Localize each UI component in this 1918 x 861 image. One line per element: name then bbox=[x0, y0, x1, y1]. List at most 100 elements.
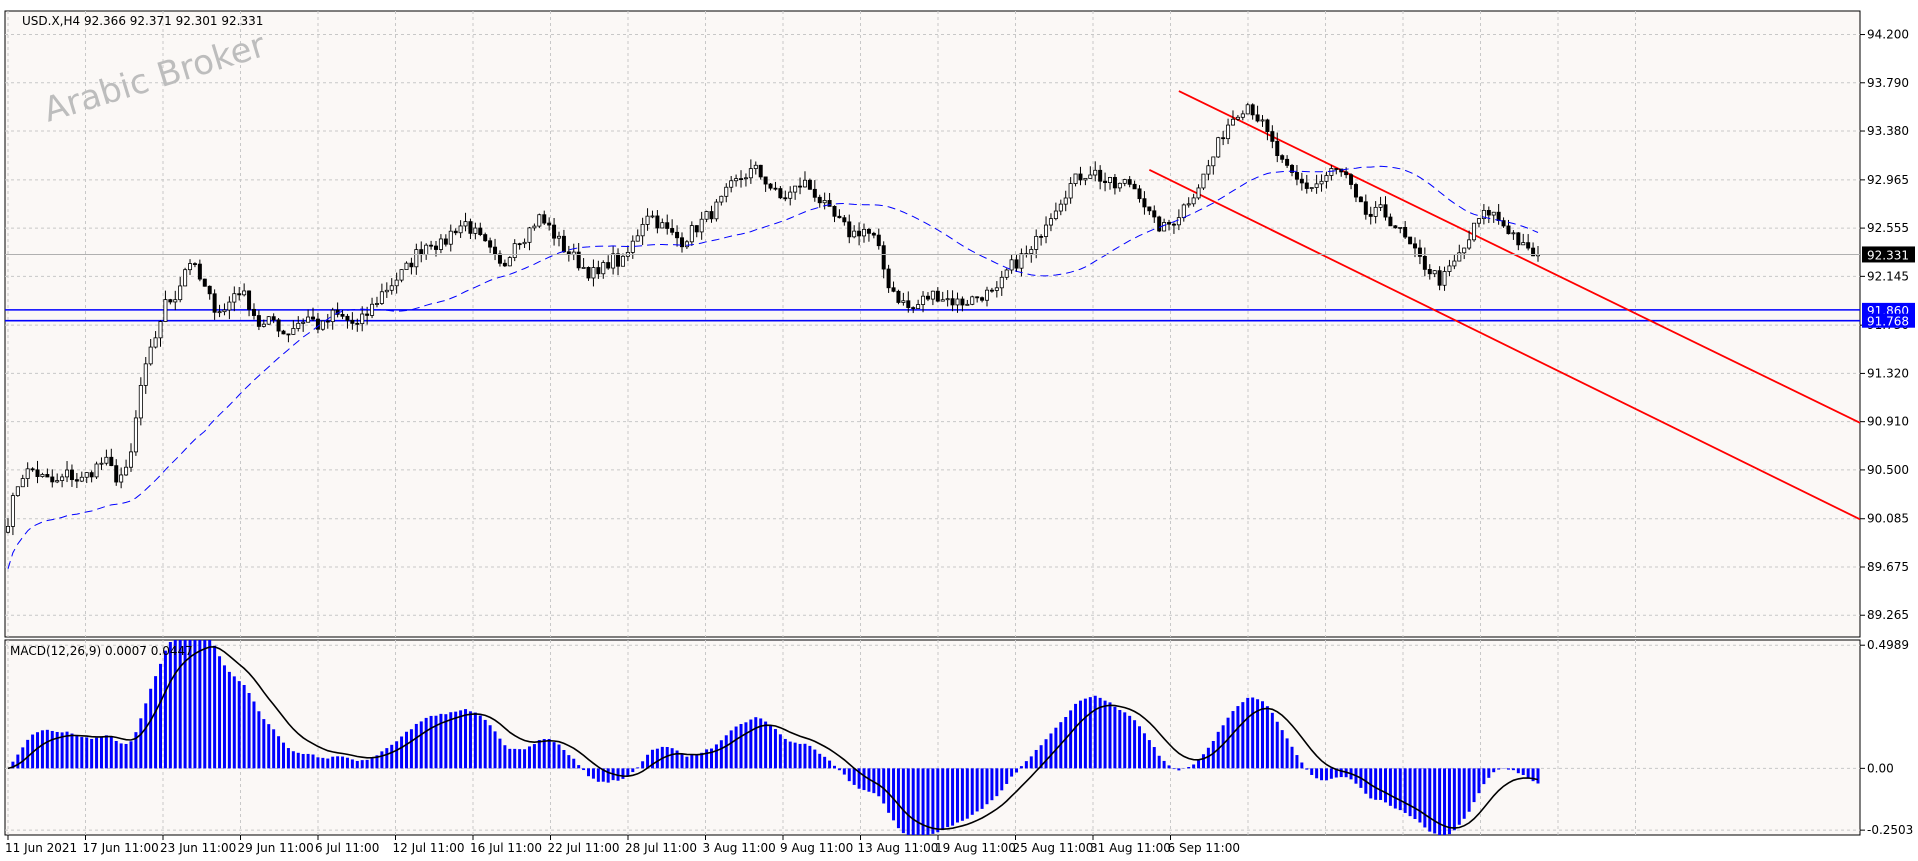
candle-body bbox=[699, 218, 704, 233]
candle-body bbox=[320, 320, 325, 330]
candle-body bbox=[1521, 242, 1526, 246]
candle-body bbox=[1516, 232, 1521, 246]
candle-body bbox=[556, 235, 561, 239]
candle-body bbox=[291, 328, 296, 335]
candle-body bbox=[394, 279, 399, 287]
candle-body bbox=[1058, 203, 1063, 212]
candle-body bbox=[689, 225, 694, 243]
candle-body bbox=[832, 205, 837, 217]
candle-body bbox=[438, 238, 443, 250]
candle-body bbox=[424, 244, 429, 256]
candle-body bbox=[773, 187, 778, 190]
candle-body bbox=[69, 469, 74, 481]
symbol-info: USD.X,H4 92.366 92.371 92.301 92.331 bbox=[22, 14, 263, 28]
candle-body bbox=[365, 313, 370, 316]
candle-body bbox=[891, 287, 896, 292]
candle-body bbox=[1230, 118, 1235, 126]
x-tick-label: 16 Jul 11:00 bbox=[470, 841, 542, 855]
candle-body bbox=[675, 231, 680, 239]
candle-body bbox=[1019, 253, 1024, 269]
candle-body bbox=[635, 235, 640, 242]
candle-body bbox=[709, 211, 714, 220]
candle-body bbox=[852, 230, 857, 238]
candle-body bbox=[1044, 224, 1049, 237]
candle-body bbox=[242, 290, 247, 296]
candle-body bbox=[1472, 222, 1477, 241]
candle-body bbox=[251, 308, 256, 316]
channel-line bbox=[1148, 169, 1861, 521]
candle-body bbox=[812, 188, 817, 198]
candle-body bbox=[1260, 119, 1265, 122]
candle-body bbox=[488, 240, 493, 248]
candle-body bbox=[1432, 270, 1437, 275]
candle-body bbox=[620, 255, 625, 267]
candle-body bbox=[1334, 168, 1339, 170]
candle-body bbox=[114, 465, 119, 483]
candle-body bbox=[1235, 116, 1240, 120]
candle-body bbox=[748, 168, 753, 179]
candle-body bbox=[601, 262, 606, 275]
candle-body bbox=[1265, 119, 1270, 132]
candle-body bbox=[1162, 222, 1167, 232]
candle-body bbox=[1363, 201, 1368, 215]
candle-body bbox=[296, 322, 301, 329]
candle-body bbox=[960, 298, 965, 306]
candle-body bbox=[1270, 131, 1275, 142]
x-tick-label: 23 Jun 11:00 bbox=[160, 841, 236, 855]
candle-body bbox=[532, 225, 537, 229]
candle-body bbox=[724, 186, 729, 197]
y-tick-label: 0.00 bbox=[1867, 761, 1894, 775]
candle-body bbox=[665, 222, 670, 229]
candle-body bbox=[1117, 182, 1122, 189]
candle-body bbox=[1358, 196, 1363, 203]
candle-body bbox=[315, 318, 320, 330]
candle-body bbox=[1196, 187, 1201, 199]
candle-body bbox=[1240, 113, 1245, 118]
candle-body bbox=[994, 287, 999, 291]
candle-body bbox=[143, 363, 148, 386]
candle-body bbox=[921, 295, 926, 305]
y-tick-label: 90.500 bbox=[1867, 463, 1909, 477]
candle-body bbox=[104, 456, 109, 464]
y-tick-label: 92.965 bbox=[1867, 173, 1909, 187]
candle-body bbox=[276, 319, 281, 332]
y-tick-label: 93.380 bbox=[1867, 124, 1909, 138]
candle-body bbox=[409, 262, 414, 268]
candle-body bbox=[1442, 271, 1447, 286]
candle-body bbox=[684, 241, 689, 248]
candle-body bbox=[1368, 213, 1373, 217]
x-tick-label: 12 Jul 11:00 bbox=[393, 841, 465, 855]
candle-body bbox=[15, 486, 20, 497]
x-tick-label: 25 Aug 11:00 bbox=[1013, 841, 1094, 855]
candle-body bbox=[1486, 209, 1491, 216]
candle-body bbox=[202, 278, 207, 287]
candle-body bbox=[178, 285, 183, 301]
candle-body bbox=[1476, 218, 1481, 224]
candle-body bbox=[1506, 225, 1511, 235]
candle-body bbox=[1452, 260, 1457, 267]
candle-body bbox=[217, 311, 222, 314]
candle-body bbox=[645, 215, 650, 225]
candle-body bbox=[655, 215, 660, 229]
candle-body bbox=[925, 295, 930, 300]
candle-body bbox=[443, 238, 448, 245]
candle-body bbox=[1481, 209, 1486, 220]
candle-body bbox=[866, 228, 871, 234]
candle-body bbox=[453, 230, 458, 234]
candle-body bbox=[247, 290, 252, 310]
channel-line bbox=[1178, 90, 1861, 424]
candle-body bbox=[124, 466, 129, 476]
candle-body bbox=[561, 235, 566, 253]
macd-axis: 0.4989 0.00 -0.2503 bbox=[1860, 638, 1913, 837]
candle-body bbox=[1299, 178, 1304, 184]
y-tick-label: 90.085 bbox=[1867, 512, 1909, 526]
candle-body bbox=[301, 321, 306, 324]
candle-body bbox=[1349, 174, 1354, 185]
candle-body bbox=[1511, 232, 1516, 235]
x-tick-label: 11 Jun 2021 bbox=[5, 841, 77, 855]
candle-body bbox=[1226, 124, 1231, 140]
candle-body bbox=[50, 476, 55, 483]
candle-body bbox=[1127, 179, 1132, 185]
candle-body bbox=[89, 472, 94, 478]
candle-body bbox=[1112, 177, 1117, 189]
